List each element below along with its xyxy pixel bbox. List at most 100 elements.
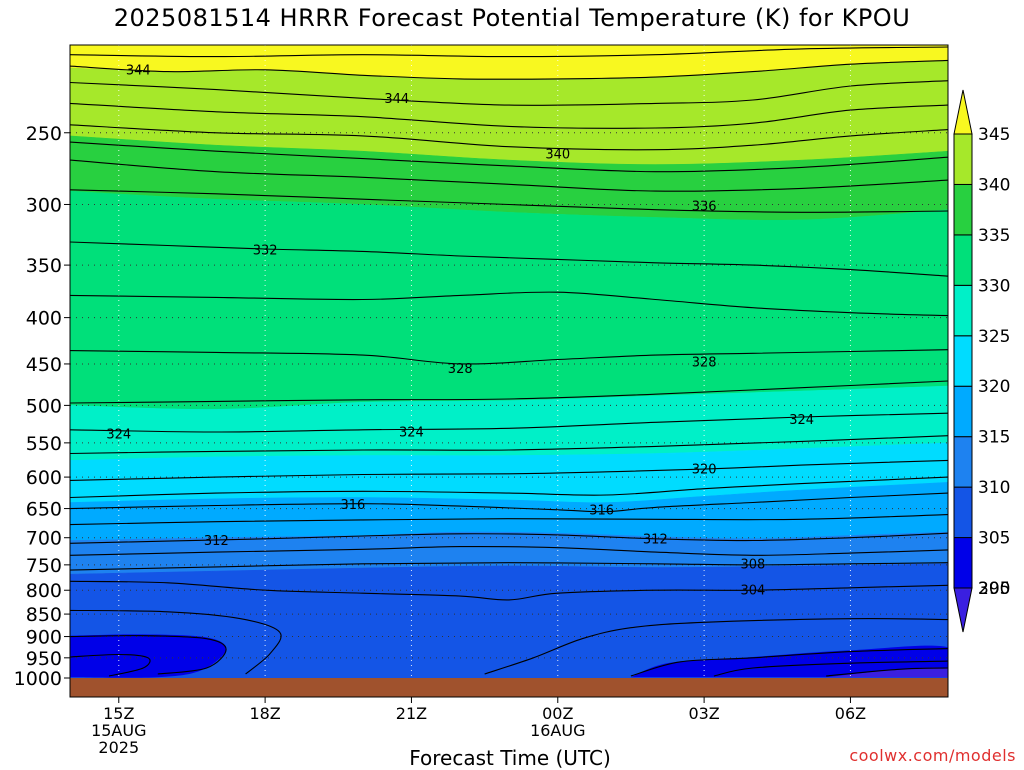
contour-line — [484, 618, 948, 675]
contour-line — [70, 492, 948, 513]
contour-line — [70, 635, 227, 675]
colorbar-label: 305 — [978, 529, 1010, 549]
contour-label: 324 — [399, 425, 424, 440]
credit-link[interactable]: coolwx.com/models — [849, 746, 1016, 765]
x-tick-label: 00Z — [542, 704, 573, 723]
colorbar-band — [953, 234, 973, 286]
contour-label: 328 — [448, 362, 473, 377]
x-axis-label: Forecast Time (UTC) — [409, 746, 611, 770]
contour-label: 324 — [789, 413, 814, 428]
contour-label-text: 312 — [643, 532, 668, 547]
contour-line — [70, 435, 948, 455]
contour-line — [70, 609, 282, 675]
colorbar-label: 295 — [978, 579, 1010, 599]
colorbar-label: 335 — [978, 226, 1010, 246]
filled-contours — [70, 45, 948, 678]
low-theta-region — [70, 634, 227, 678]
contour-line — [70, 80, 948, 106]
y-tick-label: 600 — [26, 467, 62, 489]
contour-line — [70, 545, 948, 556]
contour-line — [70, 476, 948, 499]
fill-band — [70, 190, 948, 410]
x-tick-label: 16AUG — [530, 721, 585, 740]
x-tick-label: 18Z — [249, 704, 280, 723]
y-tick-label: 300 — [26, 194, 62, 216]
y-tick-label: 500 — [26, 395, 62, 417]
y-tick-label: 400 — [26, 308, 62, 330]
contour-line — [70, 514, 948, 526]
ground-surface — [70, 678, 948, 697]
colorbar-band — [953, 284, 973, 337]
contour-label: 316 — [340, 498, 365, 513]
contour-label: 332 — [253, 244, 278, 259]
colorbar-label: 320 — [978, 377, 1010, 397]
colorbar-band — [953, 133, 973, 185]
contour-line — [70, 562, 948, 571]
contour-label: 328 — [692, 356, 717, 371]
contour-label-text: 328 — [692, 356, 717, 371]
colorbar-band — [953, 335, 973, 387]
contour-line — [70, 532, 948, 544]
plot-frame — [69, 44, 949, 698]
contour-label-text: 324 — [789, 413, 814, 428]
contour-label-text: 320 — [692, 463, 717, 478]
contour-line — [70, 189, 948, 213]
y-tick-label: 900 — [26, 627, 62, 649]
contour-line — [826, 667, 948, 677]
contour-label: 344 — [384, 92, 409, 107]
y-tick-label: 650 — [26, 499, 62, 521]
contour-line — [70, 102, 948, 129]
contour-line — [70, 380, 948, 404]
fill-band — [70, 563, 948, 678]
contour-label: 312 — [204, 534, 229, 549]
y-tick-label: 950 — [26, 648, 62, 670]
contour-label-text: 304 — [740, 584, 765, 599]
contour-label-text: 308 — [740, 557, 765, 572]
x-tick-label: 21Z — [396, 704, 427, 723]
x-tick-label: 15AUG — [91, 721, 146, 740]
y-tick-label: 450 — [26, 354, 62, 376]
contour-label: 340 — [545, 148, 570, 163]
contour-line — [70, 580, 948, 601]
low-theta-region — [826, 667, 948, 678]
y-tick-label: 800 — [26, 580, 62, 602]
y-tick-label: 750 — [26, 555, 62, 577]
colorbar-extend-top — [953, 89, 973, 135]
y-tick-label: 350 — [26, 255, 62, 277]
contour-label-text: 328 — [448, 362, 473, 377]
grid-lines — [70, 45, 948, 678]
contour-line — [70, 291, 948, 317]
contour-line — [70, 59, 948, 80]
contour-line — [70, 124, 948, 151]
contour-label-text: 316 — [340, 498, 365, 513]
contour-label: 308 — [740, 557, 765, 572]
contour-label: 324 — [106, 428, 131, 443]
colorbar-band — [953, 385, 973, 438]
x-tick-label: 06Z — [835, 704, 866, 723]
contour-line — [70, 653, 151, 677]
colorbar-label: 325 — [978, 327, 1010, 347]
chart-title: 2025081514 HRRR Forecast Potential Tempe… — [113, 4, 911, 32]
x-tick-label: 2025 — [98, 738, 139, 757]
colorbar-band — [953, 436, 973, 488]
colorbar-band — [953, 183, 973, 236]
contour-label-text: 344 — [384, 92, 409, 107]
x-tick-label: 15Z — [103, 704, 134, 723]
colorbar-label: 330 — [978, 276, 1010, 296]
x-tick-label: 03Z — [688, 704, 719, 723]
contour-label: 336 — [692, 199, 717, 214]
contour-label-text: 316 — [589, 503, 614, 518]
contour-lines — [70, 46, 948, 677]
contour-line — [70, 241, 948, 277]
contour-label-text: 336 — [692, 199, 717, 214]
low-theta-region — [630, 645, 948, 678]
y-tick-label: 250 — [26, 123, 62, 145]
colorbar-label: 315 — [978, 428, 1010, 448]
colorbar-band — [953, 537, 973, 589]
y-tick-label: 700 — [26, 528, 62, 550]
contour-labels: 344 344 340 336 332 328 328 324 324 324 320 316 316 3… — [106, 63, 814, 599]
colorbar-label: 345 — [978, 125, 1010, 145]
